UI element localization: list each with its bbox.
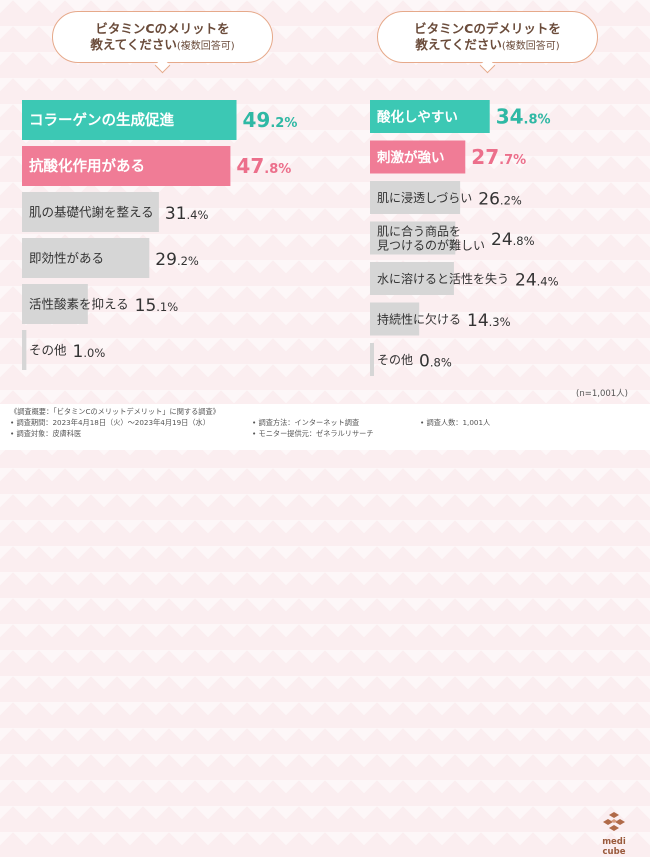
demerit-value-label-0: 34.8%: [496, 105, 551, 129]
merit-category-label-0: コラーゲンの生成促進: [29, 111, 174, 129]
demerit-question-line1: ビタミンCのデメリットを: [414, 21, 561, 36]
demerit-category-label-3-1: 見つけるのが難しい: [377, 238, 485, 253]
demerit-value-label-6: 0.8%: [419, 352, 452, 372]
demerit-question-bubble: ビタミンCのデメリットを 教えてください(複数回答可): [377, 11, 598, 63]
demerit-bar-2: [370, 181, 461, 214]
footer-provider: • モニター提供元：ゼネラルリサーチ: [252, 429, 374, 438]
merit-category-label-1: 抗酸化作用がある: [29, 157, 145, 175]
merit-category-label-2: 肌の基礎代謝を整える: [29, 205, 154, 220]
demerit-category-label-5: 持続性に欠ける: [377, 311, 461, 326]
merit-question-bubble: ビタミンCのメリットを 教えてください(複数回答可): [52, 11, 273, 63]
merit-bar-0: [22, 100, 237, 140]
footer-method: • 調査方法：インターネット調査: [252, 418, 360, 427]
sample-size-label: (n=1,001人): [576, 389, 628, 399]
medi-cube-logo: medi cube: [592, 810, 636, 857]
demerit-question-line2: 教えてください: [415, 37, 502, 52]
survey-footer: 《調査概要：「ビタミンCのメリットデメリット」に関する調査》 • 調査期間：20…: [0, 404, 650, 857]
brand-name: medi cube: [602, 837, 626, 857]
demerit-bar-4: [370, 262, 454, 295]
merit-category-label-4: 活性酸素を抑える: [29, 297, 129, 312]
demerit-value-label-5: 14.3%: [467, 311, 511, 331]
merit-value-label-5: 1.0%: [73, 342, 106, 362]
merit-question-note: (複数回答可): [176, 41, 235, 52]
merit-value-label-2: 31.4%: [165, 204, 209, 224]
merit-question-line1: ビタミンCのメリットを: [95, 21, 230, 36]
merit-value-label-4: 15.1%: [135, 296, 179, 316]
footer-count: • 調査人数：1,001人: [420, 418, 491, 427]
demerit-question-note: (複数回答可): [501, 41, 560, 52]
merit-value-label-0: 49.2%: [243, 108, 298, 132]
demerit-bar-1: [370, 140, 466, 174]
merit-value-label-1: 47.8%: [236, 154, 291, 178]
bar-charts: コラーゲンの生成促進 49.2% 抗酸化作用がある 47.8% 肌の基礎代謝を整える 31…: [22, 100, 559, 376]
merit-bar-2: [22, 192, 159, 232]
demerit-bar-5: [370, 302, 420, 336]
demerit-bar-3: [370, 221, 456, 255]
merit-category-label-5: その他: [29, 343, 67, 358]
merit-bar-1: [22, 146, 231, 186]
footer-target: • 調査対象：皮膚科医: [10, 429, 82, 438]
cube-icon: [603, 812, 625, 831]
merit-value-label-3: 29.2%: [155, 250, 199, 270]
merit-bar-5: [22, 330, 27, 370]
merit-question-line2: 教えてください: [90, 37, 177, 52]
demerit-category-label-0: 酸化しやすい: [377, 108, 458, 125]
demerit-category-label-1: 刺激が強い: [377, 149, 445, 166]
footer-title: 《調査概要：「ビタミンCのメリットデメリット」に関する調査》: [10, 407, 220, 416]
demerit-category-label-6: その他: [377, 353, 413, 367]
demerit-category-label-2: 肌に浸透しづらい: [377, 191, 472, 205]
demerit-bar-6: [370, 343, 374, 376]
demerit-bar-0: [370, 100, 490, 133]
demerit-category-label-3-0: 肌に合う商品を: [377, 224, 461, 239]
footer-period: • 調査期間：2023年4月18日（火）～2023年4月19日（水）: [10, 418, 210, 427]
merit-bar-4: [22, 284, 88, 324]
demerit-value-label-3: 24.8%: [491, 230, 535, 250]
demerit-value-label-4: 24.4%: [515, 271, 559, 291]
demerit-value-label-2: 26.2%: [478, 190, 522, 210]
demerit-category-label-4: 水に溶けると活性を失う: [377, 271, 509, 286]
merit-category-label-3: 即効性がある: [29, 251, 104, 266]
demerit-value-label-1: 27.7%: [471, 145, 526, 169]
merit-bar-3: [22, 238, 150, 278]
